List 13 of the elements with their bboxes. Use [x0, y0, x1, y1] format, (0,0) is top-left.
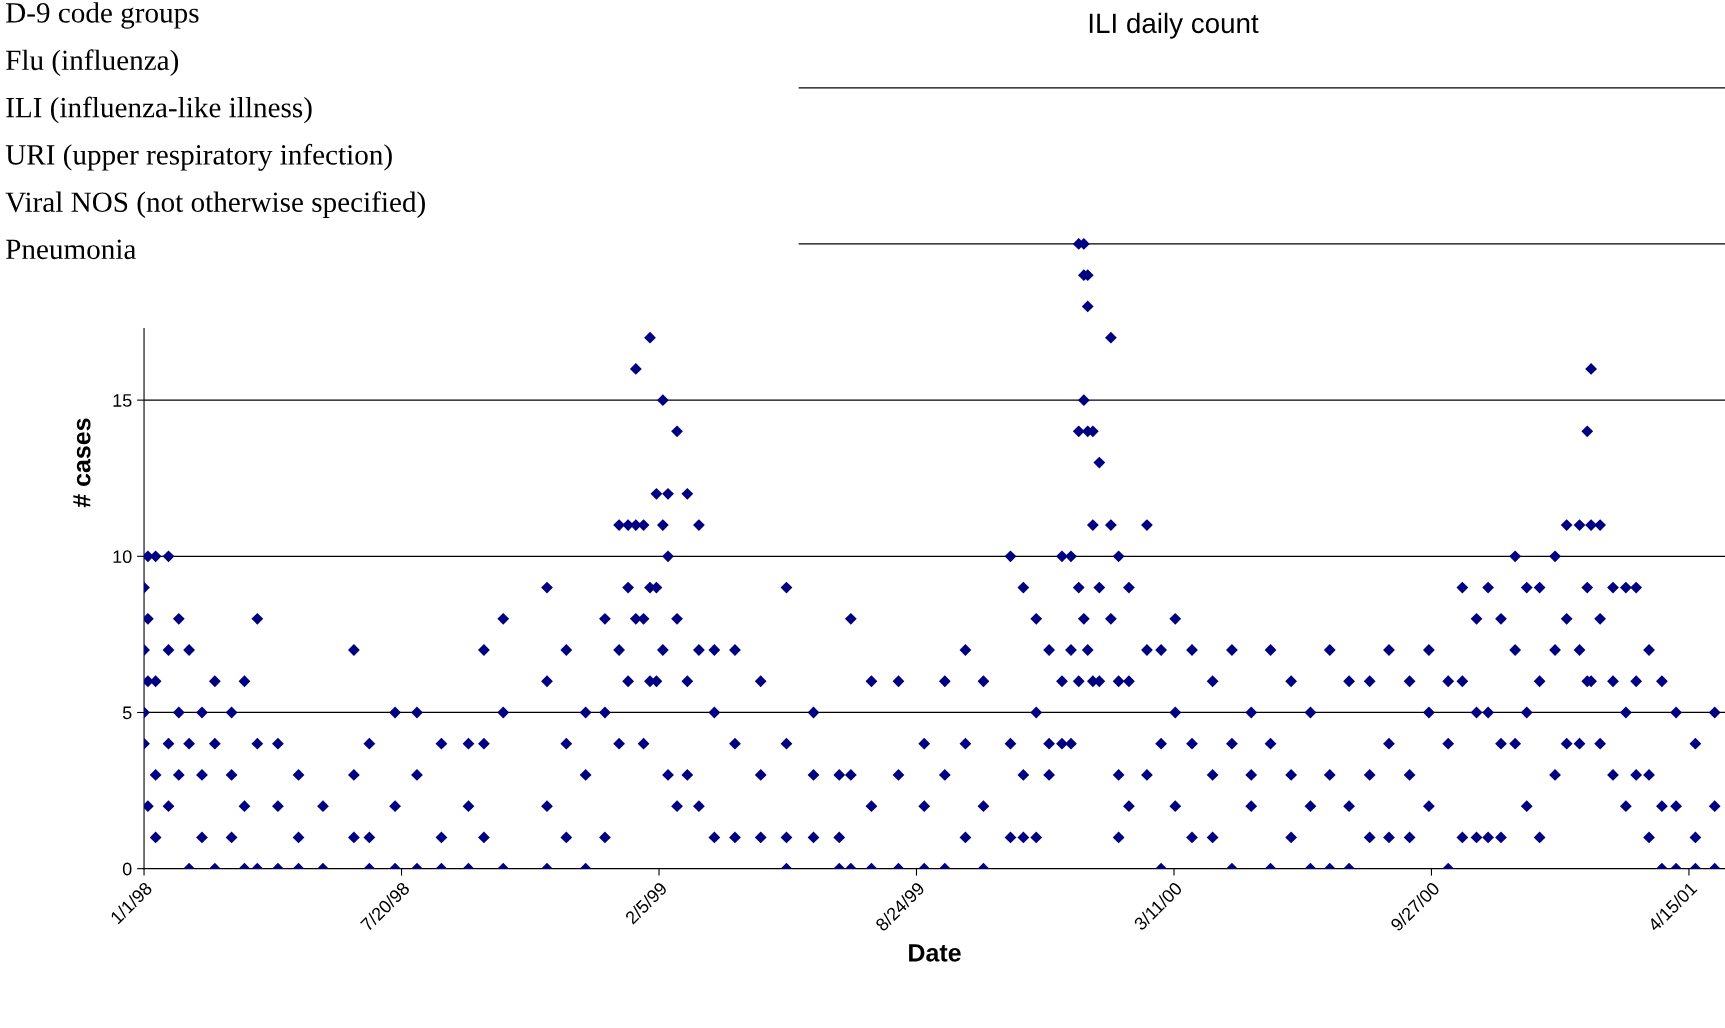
annotation: ILI (influenza-like illness) — [6, 96, 312, 124]
text: Pneumonia — [6, 239, 137, 260]
y-tick-label: 15 — [113, 394, 132, 407]
y-tick-label: 10 — [113, 550, 132, 564]
annotation: Viral NOS (not otherwise specified) — [5, 191, 425, 218]
y-axis-title: # cases — [73, 418, 91, 508]
annotation: Flu (influenza) — [6, 49, 179, 77]
annotation: URI (upper respiratory infection) — [5, 143, 392, 171]
text: D-9 code groups — [6, 2, 199, 29]
y-tick-label: 0 — [122, 862, 132, 876]
x-axis-title: Date — [909, 944, 961, 962]
y-tick-label: 5 — [122, 706, 132, 720]
chart-title: ILI daily count — [1089, 12, 1259, 39]
